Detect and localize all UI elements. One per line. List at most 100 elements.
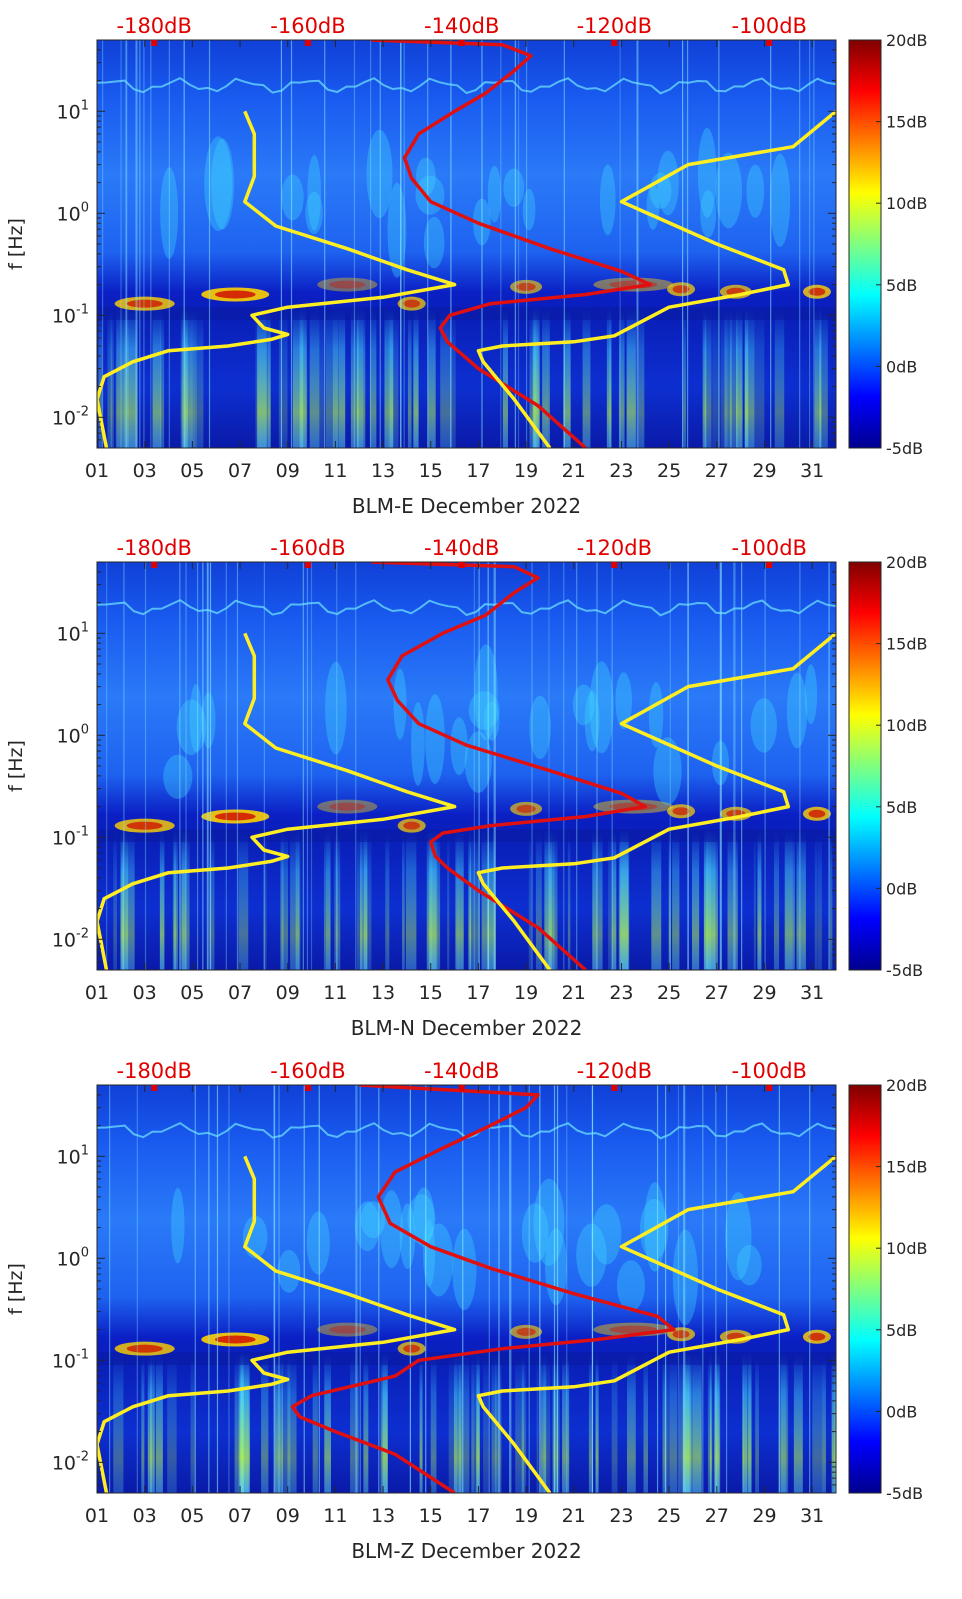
heatmap-haze	[305, 191, 323, 235]
heatmap-stripe	[476, 1352, 481, 1493]
heatmap-spike	[725, 1085, 728, 1493]
heatmap-spike	[681, 40, 684, 448]
heatmap-spike	[228, 1085, 230, 1493]
heatmap-spike	[799, 562, 801, 970]
heatmap-spike	[548, 562, 550, 970]
heatmap-haze	[591, 1204, 622, 1265]
x-tick-label: 31	[800, 982, 824, 1004]
heatmap-peak-core	[126, 1344, 163, 1353]
heatmap-stripe	[468, 829, 472, 970]
y-tick-label: 10-2	[52, 1449, 89, 1474]
heatmap-spike	[378, 1085, 380, 1493]
heatmap-haze	[487, 165, 502, 223]
heatmap-peak-core	[214, 290, 256, 299]
heatmap-stripe	[180, 307, 187, 448]
heatmap-stripe	[627, 1352, 636, 1493]
heatmap-spike	[741, 562, 743, 970]
heatmap-stripe	[773, 829, 780, 970]
colorbar	[848, 561, 882, 971]
heatmap-spike	[109, 1085, 111, 1493]
x-tick-label: 21	[562, 460, 586, 482]
heatmap-haze	[503, 168, 525, 208]
heatmap-spike	[702, 1085, 704, 1493]
y-tick-base: 10	[52, 827, 76, 849]
heatmap-peak-core	[516, 804, 536, 813]
heatmap-stripe	[195, 307, 204, 448]
y-tick-exponent: -2	[76, 404, 89, 419]
heatmap-haze	[163, 754, 193, 799]
heatmap-peak-core	[329, 280, 366, 289]
heatmap-stripe	[707, 829, 718, 970]
heatmap-spike	[636, 40, 638, 448]
heatmap-haze	[521, 1203, 549, 1263]
heatmap-stripe	[350, 307, 359, 448]
heatmap-stripe	[335, 829, 341, 970]
heatmap-spike	[683, 1085, 685, 1493]
x-tick-label: 09	[276, 1505, 300, 1527]
heatmap-stripe	[753, 829, 756, 970]
heatmap-haze	[160, 167, 179, 259]
heatmap-stripe	[542, 307, 548, 448]
heatmap-stripe	[618, 307, 625, 448]
y-tick-exponent: 1	[81, 620, 89, 635]
colorbar-tick-label: 10dB	[886, 1239, 928, 1258]
top-axis-tick-label: -180dB	[117, 14, 192, 38]
heatmap-spike	[135, 40, 137, 448]
heatmap-spike	[427, 40, 429, 448]
heatmap-stripe	[540, 1352, 547, 1493]
x-axis-label: BLM-Z December 2022	[351, 1539, 581, 1563]
top-axis-tick-mark	[766, 562, 773, 568]
x-tick-label: 07	[228, 460, 252, 482]
heatmap-haze	[325, 661, 347, 755]
top-axis-tick-label: -160dB	[270, 14, 345, 38]
heatmap-spike	[209, 562, 212, 970]
x-tick-label: 15	[419, 1505, 443, 1527]
y-tick-base: 10	[52, 1452, 76, 1474]
heatmap-stripe	[691, 829, 700, 970]
heatmap-stripe	[754, 307, 765, 448]
heatmap-stripe	[450, 307, 456, 448]
heatmap-stripe	[834, 1352, 836, 1493]
heatmap-haze	[599, 164, 616, 236]
y-tick-base: 10	[57, 1146, 81, 1168]
heatmap-spike	[318, 1085, 320, 1493]
heatmap-stripe	[324, 1352, 331, 1493]
heatmap-stripe	[457, 829, 464, 970]
heatmap-spike	[302, 562, 304, 970]
heatmap-stripe	[453, 1352, 462, 1493]
heatmap-stripe	[150, 1352, 155, 1493]
heatmap-peak-core	[808, 287, 826, 296]
heatmap-spike	[236, 562, 239, 970]
heatmap-stripe	[238, 829, 249, 970]
heatmap-haze	[657, 150, 679, 216]
chart-1-series-2-line	[476, 631, 836, 970]
heatmap-stripe	[552, 829, 558, 970]
y-tick-exponent: 0	[81, 722, 89, 737]
heatmap-stripe	[535, 829, 542, 970]
heatmap-haze	[672, 1229, 698, 1326]
heatmap-spike	[139, 40, 141, 448]
heatmap-spike	[493, 562, 495, 970]
x-tick-label: 23	[609, 460, 633, 482]
heatmap-spike	[770, 40, 772, 448]
heatmap-spike	[828, 562, 830, 970]
x-tick-label: 01	[85, 982, 109, 1004]
heatmap-haze	[171, 1187, 185, 1264]
heatmap-stripe	[829, 829, 833, 970]
heatmap-haze	[387, 182, 407, 278]
heatmap-stripe	[736, 307, 743, 448]
heatmap-spike	[517, 40, 520, 448]
x-tick-label: 27	[705, 1505, 729, 1527]
y-tick-base: 10	[52, 407, 76, 429]
heatmap-haze	[529, 695, 551, 760]
heatmap-stripe	[429, 829, 441, 970]
heatmap-stripe	[744, 307, 755, 448]
heatmap-stripe	[407, 307, 412, 448]
x-tick-label: 11	[323, 460, 347, 482]
heatmap-stripe	[356, 829, 363, 970]
x-tick-label: 09	[276, 460, 300, 482]
heatmap-stripe	[448, 1352, 458, 1493]
heatmap-spike	[359, 1085, 361, 1493]
heatmap-spike	[656, 1085, 659, 1493]
heatmap-stripe	[98, 307, 103, 448]
